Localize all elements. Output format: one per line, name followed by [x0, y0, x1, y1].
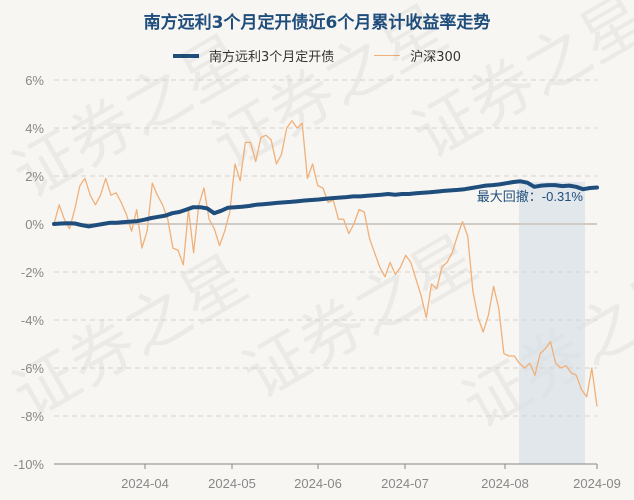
x-tick-label: 2024-09 [573, 476, 621, 491]
x-tick-label: 2024-08 [481, 476, 529, 491]
y-tick-label: -4% [21, 313, 45, 328]
grid-lines [54, 79, 597, 417]
drawdown-region [519, 182, 585, 464]
x-axis: 2024-04 2024-05 2024-06 2024-07 2024-08 2024-… [54, 463, 621, 491]
legend-item-index[interactable]: 沪深300 [374, 46, 461, 65]
y-tick-label: -6% [21, 361, 45, 376]
x-tick-label: 2024-07 [381, 476, 429, 491]
y-axis: 6% 4% 2% 0% -2% -4% -6% -8% -10% [14, 73, 45, 472]
y-tick-label: -2% [21, 265, 45, 280]
svg-text:证券之星: 证券之星 [231, 222, 490, 414]
y-tick-label: 2% [25, 169, 44, 184]
y-tick-label: 6% [25, 73, 44, 88]
legend: 南方远利3个月定开债 沪深300 [0, 46, 634, 65]
x-tick-label: 2024-06 [294, 476, 342, 491]
y-tick-label: 0% [25, 217, 44, 232]
index-series-line [53, 120, 598, 407]
y-tick-label: 4% [25, 121, 44, 136]
legend-item-fund[interactable]: 南方远利3个月定开债 [172, 46, 335, 65]
x-tick-label: 2024-04 [121, 476, 169, 491]
legend-label-fund: 南方远利3个月定开债 [208, 50, 335, 65]
max-drawdown-label: 最大回撤：-0.31% [477, 189, 584, 204]
legend-label-index: 沪深300 [410, 50, 462, 65]
legend-swatch-index [374, 55, 401, 56]
y-tick-label: -10% [14, 457, 45, 472]
y-tick-label: -8% [21, 409, 45, 424]
legend-swatch-fund [172, 53, 199, 58]
fund-series-line [52, 179, 599, 229]
x-tick-label: 2024-05 [208, 476, 256, 491]
chart-title: 南方远利3个月定开债近6个月累计收益率走势 [143, 13, 491, 33]
